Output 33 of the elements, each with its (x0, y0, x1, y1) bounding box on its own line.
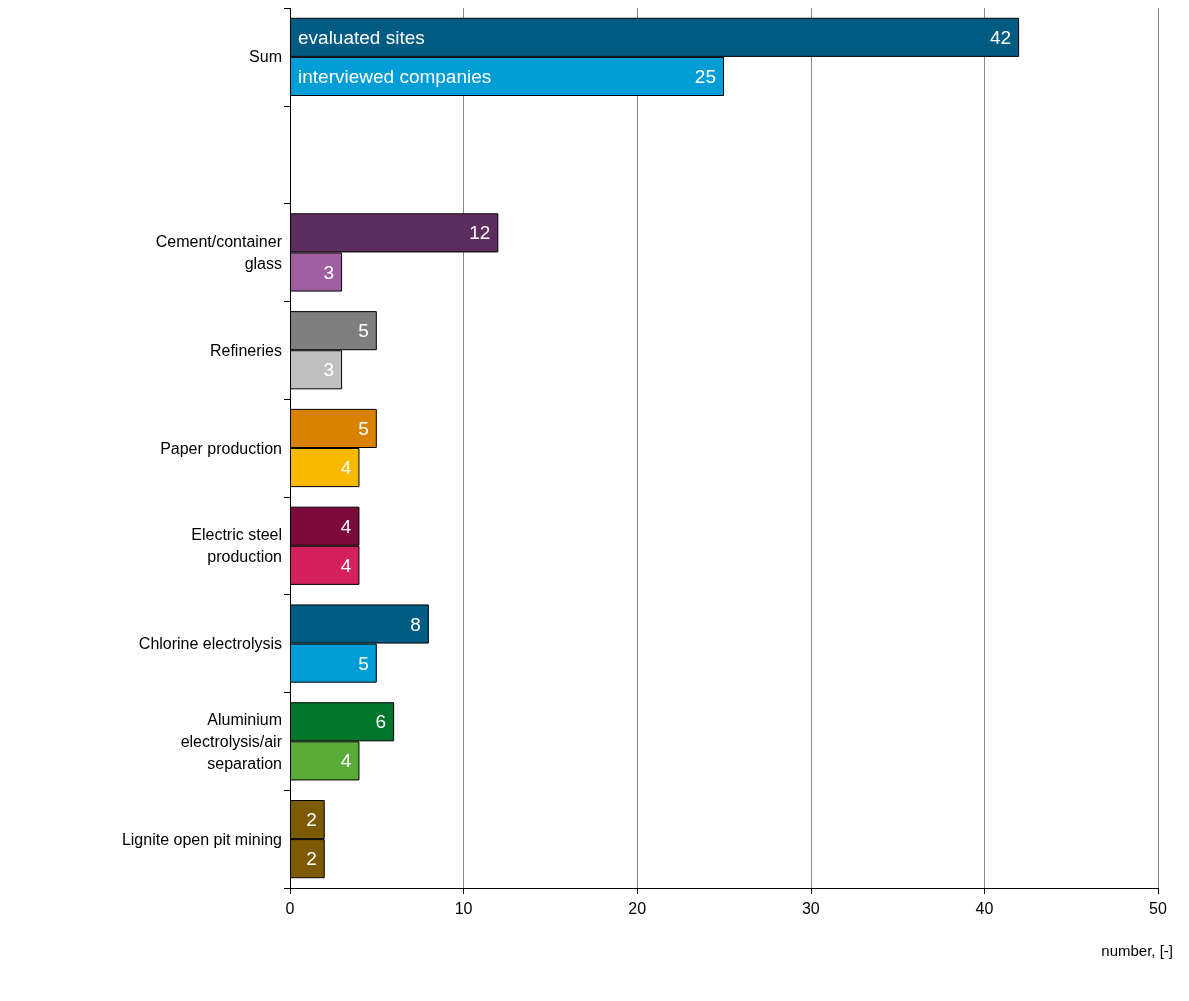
data-label: 4 (340, 457, 352, 479)
data-label: 2 (306, 848, 317, 870)
x-axis-title: number, [-] (1101, 942, 1173, 959)
data-label: 4 (340, 515, 352, 537)
data-label: 5 (358, 652, 369, 674)
data-label: 42 (989, 26, 1012, 48)
data-label: 5 (358, 417, 369, 439)
y-tick-label: Refineries (209, 341, 282, 359)
y-tick-label: Aluminium electrolysis/air separation (180, 710, 283, 772)
x-tick-label: 20 (628, 899, 647, 917)
x-tick-label: 50 (1149, 899, 1167, 917)
series-label: interviewed companies (298, 65, 492, 87)
x-tick-label: 30 (801, 899, 820, 917)
data-label: 4 (340, 554, 352, 576)
data-label: 3 (323, 359, 335, 381)
data-label: 8 (410, 613, 421, 635)
y-tick-label: Cement/container glass (155, 232, 283, 272)
data-label: 2 (306, 809, 317, 831)
x-tick-label: 40 (975, 899, 994, 917)
y-tick-label: Chlorine electrolysis (138, 635, 282, 653)
data-label: 5 (358, 320, 369, 342)
y-tick-label: Paper production (160, 439, 282, 457)
y-tick-label: Lignite open pit mining (121, 830, 282, 848)
data-label: 4 (340, 750, 352, 772)
data-label: 3 (323, 261, 335, 283)
y-tick-label: Sum (249, 48, 282, 66)
data-label: 6 (375, 711, 387, 733)
y-tick-label: Electric steel production (191, 526, 282, 566)
x-tick-label: 10 (454, 899, 473, 917)
x-tick-label: 0 (285, 899, 295, 917)
data-label: 12 (469, 222, 491, 244)
data-label: 25 (694, 65, 716, 87)
series-label: evaluated sites (298, 26, 425, 48)
